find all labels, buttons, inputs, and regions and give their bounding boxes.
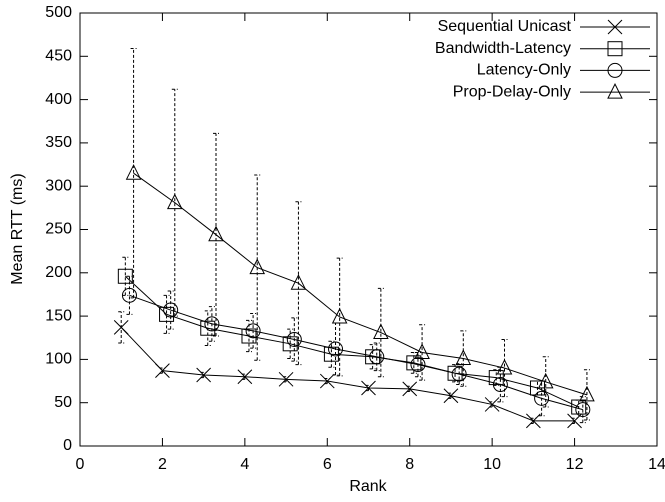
point — [534, 390, 550, 406]
error-bar — [583, 369, 590, 421]
point — [237, 369, 253, 385]
point — [245, 323, 261, 339]
point — [414, 343, 430, 359]
legend-marker — [607, 41, 623, 57]
point — [249, 258, 266, 275]
point — [319, 373, 335, 389]
x-tick-label: 0 — [76, 456, 85, 473]
point — [278, 371, 294, 387]
point — [323, 346, 339, 362]
point — [488, 370, 504, 386]
point — [159, 306, 175, 322]
x-tick-label: 10 — [483, 456, 501, 473]
point — [492, 377, 508, 393]
point — [282, 336, 298, 352]
error-bar — [163, 294, 170, 334]
x-tick-label: 6 — [323, 456, 332, 473]
y-tick-label: 300 — [45, 177, 72, 194]
point — [196, 367, 211, 383]
x-tick-label: 12 — [566, 456, 584, 473]
point — [526, 413, 541, 429]
point — [208, 225, 224, 242]
x-axis-label: Rank — [349, 478, 387, 495]
point — [451, 366, 467, 382]
y-tick-label: 400 — [45, 91, 72, 108]
error-bar — [501, 338, 508, 398]
legend-label: Prop-Delay-Only — [453, 83, 571, 100]
point — [410, 357, 426, 373]
y-tick-label: 500 — [45, 4, 72, 21]
x-tick-label: 4 — [240, 456, 249, 473]
series-line — [133, 172, 588, 396]
error-bar — [373, 342, 380, 372]
point — [579, 385, 595, 402]
error-bar — [122, 256, 129, 296]
y-tick-label: 250 — [45, 221, 72, 238]
point — [204, 316, 220, 332]
error-bar — [336, 257, 343, 377]
point — [369, 349, 385, 365]
point — [537, 372, 554, 389]
point — [163, 302, 179, 318]
legend-label: Bandwidth-Latency — [435, 40, 571, 57]
legend-label: Sequential Unicast — [438, 18, 572, 35]
point — [125, 164, 142, 180]
y-tick-label: 450 — [45, 48, 72, 65]
y-tick-label: 100 — [45, 351, 72, 368]
point — [484, 397, 500, 412]
y-tick-label: 0 — [63, 437, 72, 454]
point — [166, 193, 183, 210]
legend-label: Latency-Only — [477, 62, 571, 79]
point — [575, 402, 591, 418]
error-bar — [377, 287, 384, 378]
point — [200, 320, 216, 336]
point — [443, 388, 459, 404]
series-line — [129, 294, 583, 411]
x-tick-label: 14 — [648, 456, 665, 473]
legend-marker — [607, 62, 623, 78]
x-tick-label: 8 — [405, 456, 414, 473]
y-tick-label: 150 — [45, 307, 72, 324]
error-bar — [130, 48, 137, 299]
y-tick-label: 200 — [45, 264, 72, 281]
y-tick-label: 50 — [54, 394, 72, 411]
point — [286, 331, 302, 347]
point — [121, 287, 137, 303]
point — [331, 307, 348, 324]
series-line — [124, 275, 579, 408]
point — [455, 349, 472, 366]
point — [241, 328, 257, 344]
point — [290, 274, 307, 290]
point — [328, 341, 344, 357]
error-bar — [287, 328, 294, 360]
y-tick-label: 350 — [45, 134, 72, 151]
point — [361, 380, 376, 396]
x-tick-label: 2 — [158, 456, 167, 473]
error-bar — [171, 88, 178, 317]
legend-marker — [607, 19, 623, 35]
legend-marker — [607, 82, 623, 99]
error-bar — [167, 290, 174, 330]
series-line — [120, 327, 575, 422]
point — [402, 381, 418, 397]
point — [365, 349, 381, 365]
point — [373, 323, 389, 340]
y-axis-label: Mean RTT (ms) — [9, 173, 26, 284]
point — [113, 320, 129, 335]
error-bar — [126, 275, 133, 315]
point — [496, 358, 513, 375]
point — [155, 363, 170, 379]
